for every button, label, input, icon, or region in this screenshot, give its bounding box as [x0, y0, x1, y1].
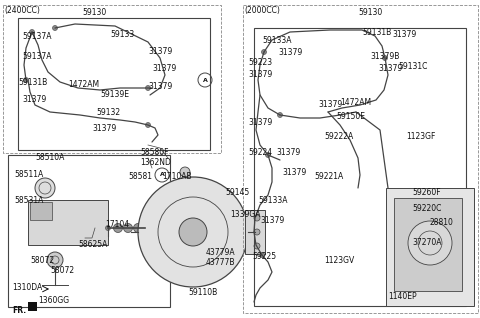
- Bar: [3, 5, 221, 153]
- Bar: [28, 302, 37, 311]
- Circle shape: [383, 56, 387, 60]
- Text: 59131B: 59131B: [18, 78, 47, 87]
- Circle shape: [180, 167, 190, 177]
- Circle shape: [47, 252, 63, 268]
- Text: 59150E: 59150E: [336, 112, 365, 121]
- Bar: [394, 198, 462, 291]
- Text: 31379: 31379: [276, 148, 300, 157]
- Circle shape: [52, 25, 58, 31]
- Text: 37270A: 37270A: [412, 238, 442, 247]
- Text: 17104: 17104: [105, 220, 129, 229]
- Circle shape: [106, 225, 110, 231]
- Circle shape: [254, 215, 260, 221]
- Text: 31379: 31379: [248, 70, 272, 79]
- Text: 59137A: 59137A: [22, 52, 51, 61]
- Text: 1123GF: 1123GF: [406, 132, 435, 141]
- Text: 1360GG: 1360GG: [38, 296, 69, 305]
- Text: 59222A: 59222A: [324, 132, 353, 141]
- Text: 58580F: 58580F: [140, 148, 168, 157]
- Bar: [386, 188, 474, 306]
- Bar: [18, 18, 210, 150]
- Text: 59133A: 59133A: [258, 196, 288, 205]
- Text: 31379: 31379: [248, 118, 272, 127]
- Circle shape: [133, 224, 143, 232]
- Bar: [243, 5, 478, 313]
- Text: 58581: 58581: [128, 172, 152, 181]
- Circle shape: [254, 243, 260, 249]
- Text: 31379: 31379: [260, 216, 284, 225]
- Text: 43779A: 43779A: [206, 248, 236, 257]
- Text: 59131B: 59131B: [362, 28, 391, 37]
- Text: 59133A: 59133A: [262, 36, 291, 45]
- Text: 1140EP: 1140EP: [388, 292, 417, 301]
- Text: 31379: 31379: [152, 64, 176, 73]
- Bar: [254, 28, 466, 306]
- Text: 58072: 58072: [50, 266, 74, 275]
- Text: A: A: [203, 78, 207, 82]
- Text: 58511A: 58511A: [14, 170, 43, 179]
- Text: 59137A: 59137A: [22, 32, 51, 41]
- Circle shape: [260, 252, 264, 258]
- Text: 31379: 31379: [318, 100, 342, 109]
- Text: 58625A: 58625A: [78, 240, 108, 249]
- Bar: [30, 202, 52, 220]
- Text: 1362ND: 1362ND: [140, 158, 171, 167]
- Text: 59223: 59223: [248, 58, 272, 67]
- Text: (2400CC): (2400CC): [4, 6, 40, 15]
- Circle shape: [254, 229, 260, 235]
- Bar: [28, 200, 108, 245]
- Text: 28810: 28810: [430, 218, 454, 227]
- Text: 31379: 31379: [148, 47, 172, 56]
- Text: 1472AM: 1472AM: [68, 80, 99, 89]
- Text: 1472AM: 1472AM: [340, 98, 371, 107]
- Text: 59131C: 59131C: [398, 62, 427, 71]
- Circle shape: [408, 221, 452, 265]
- Text: 58531A: 58531A: [14, 196, 43, 205]
- Circle shape: [123, 224, 132, 232]
- Bar: [245, 210, 265, 254]
- Circle shape: [262, 50, 266, 54]
- Text: 31379: 31379: [282, 168, 306, 177]
- Bar: [8, 155, 170, 307]
- Text: 59145: 59145: [225, 188, 249, 197]
- Text: 59130: 59130: [82, 8, 106, 17]
- Text: 59225: 59225: [252, 252, 276, 261]
- Text: 31379B: 31379B: [370, 52, 399, 61]
- Circle shape: [113, 224, 122, 232]
- Text: (2000CC): (2000CC): [244, 6, 280, 15]
- Text: 31379: 31379: [392, 30, 416, 39]
- Text: 1310DA: 1310DA: [12, 283, 42, 292]
- Text: 31379: 31379: [378, 64, 402, 73]
- Text: 59130: 59130: [358, 8, 382, 17]
- Text: 31379: 31379: [92, 124, 116, 133]
- Circle shape: [179, 218, 207, 246]
- Text: 59110B: 59110B: [188, 288, 217, 297]
- Text: 31379: 31379: [148, 82, 172, 91]
- Text: 58510A: 58510A: [35, 153, 64, 162]
- Circle shape: [145, 86, 151, 91]
- Text: 43777B: 43777B: [206, 258, 236, 267]
- Text: 58072: 58072: [30, 256, 54, 265]
- Circle shape: [138, 177, 248, 287]
- Circle shape: [35, 178, 55, 198]
- Circle shape: [24, 78, 28, 82]
- Text: 59133: 59133: [110, 30, 134, 39]
- Text: 59132: 59132: [96, 108, 120, 117]
- Circle shape: [145, 122, 151, 128]
- Text: 59220C: 59220C: [412, 204, 442, 213]
- Circle shape: [277, 113, 283, 117]
- Text: FR.: FR.: [12, 306, 26, 315]
- Text: 1710AB: 1710AB: [162, 172, 192, 181]
- Text: 59224: 59224: [248, 148, 272, 157]
- Circle shape: [265, 153, 271, 157]
- Text: 31379: 31379: [278, 48, 302, 57]
- Text: 59221A: 59221A: [314, 172, 343, 181]
- Text: 59139E: 59139E: [100, 90, 129, 99]
- Text: 59260F: 59260F: [412, 188, 441, 197]
- Text: 1339GA: 1339GA: [230, 210, 261, 219]
- Circle shape: [29, 30, 35, 34]
- Text: A: A: [159, 172, 165, 177]
- Text: 31379: 31379: [22, 95, 46, 104]
- Text: 1123GV: 1123GV: [324, 256, 354, 265]
